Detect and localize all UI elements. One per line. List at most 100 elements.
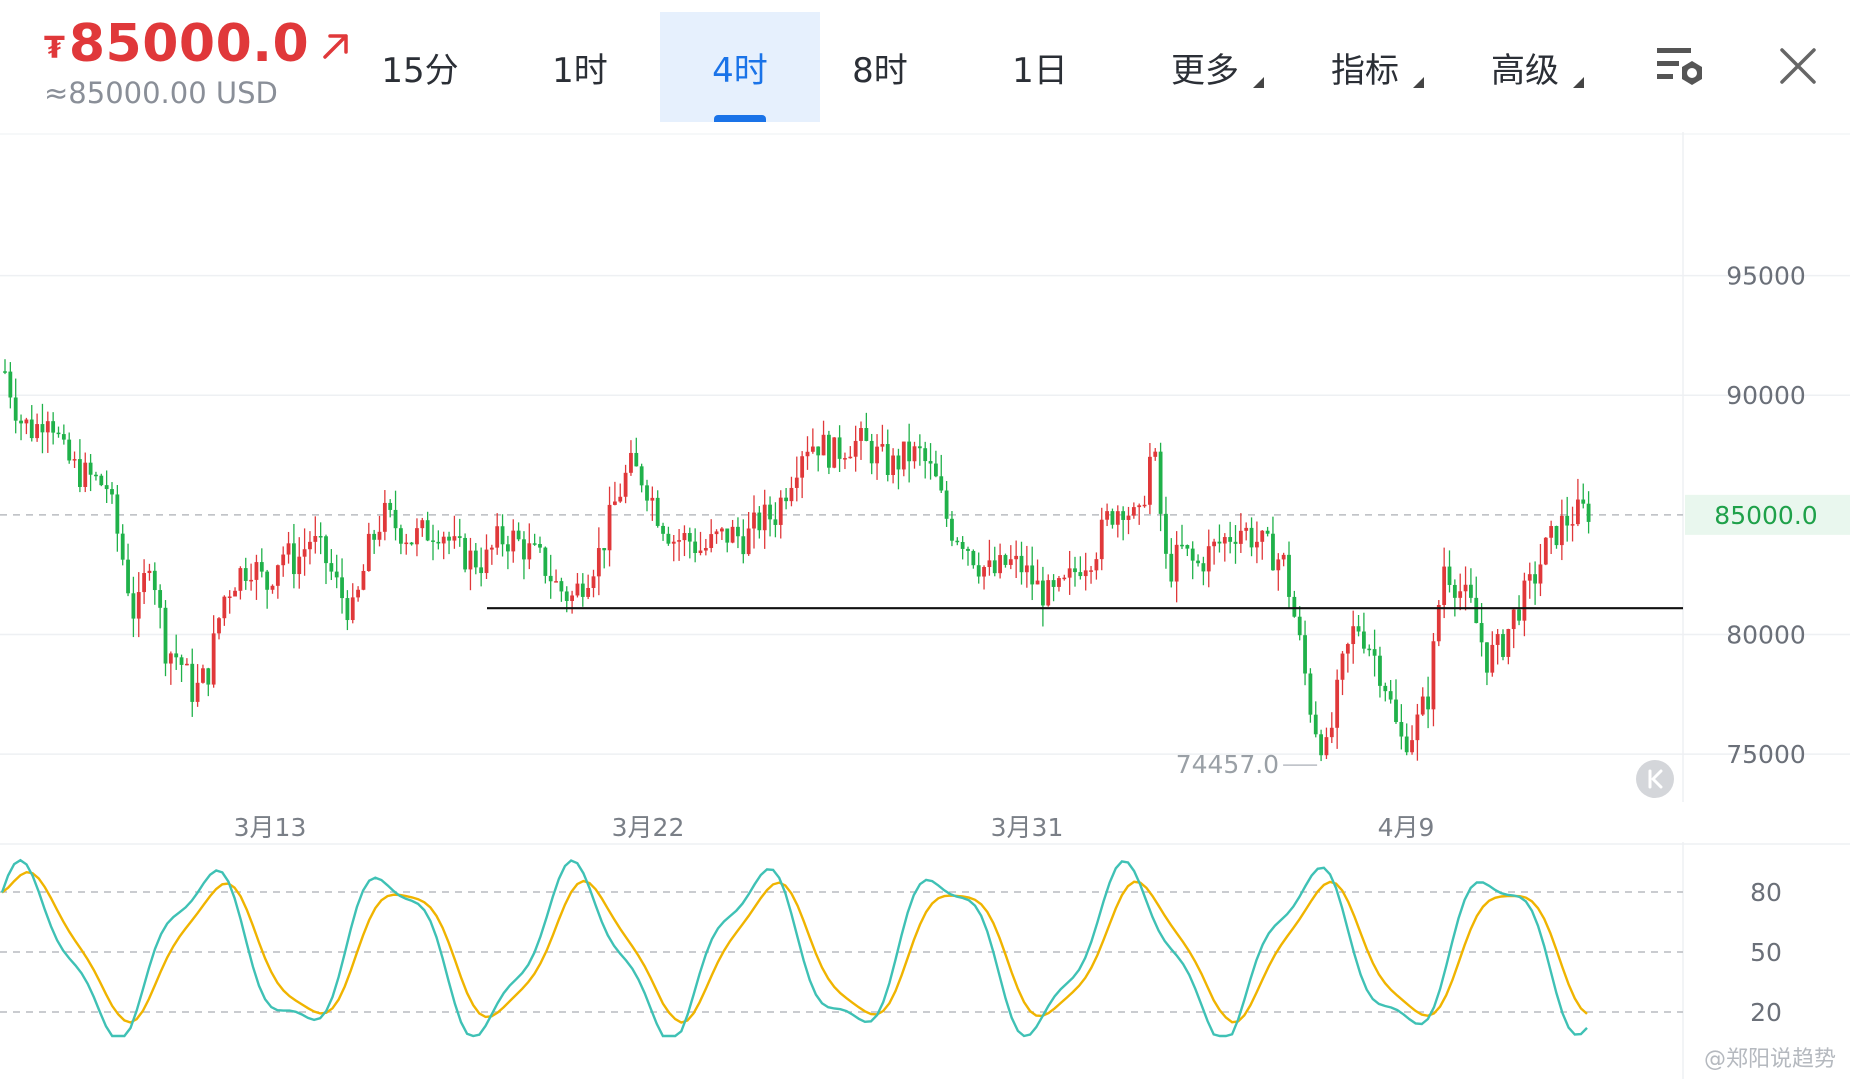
candle xyxy=(1378,646,1382,698)
candle xyxy=(1538,543,1543,597)
tab-4[interactable]: 8时 xyxy=(820,12,940,122)
candle xyxy=(896,448,901,490)
candlestick-chart[interactable]: 74457.0 95000 90000 75000 80000 85000.0 xyxy=(0,132,1850,802)
candle xyxy=(361,564,366,591)
candle xyxy=(1324,727,1329,760)
candle xyxy=(1180,524,1184,550)
candle xyxy=(629,440,633,476)
candle xyxy=(99,473,104,487)
candle xyxy=(1458,573,1463,611)
candle xyxy=(971,549,976,569)
current-price-badge xyxy=(1685,494,1850,535)
candle xyxy=(473,543,478,575)
candle xyxy=(388,499,393,518)
tab-label: 15分 xyxy=(381,50,459,91)
candle xyxy=(441,531,446,560)
candle xyxy=(254,554,259,600)
candle xyxy=(613,481,617,506)
candle xyxy=(94,471,98,481)
candle xyxy=(832,437,837,469)
candle xyxy=(286,531,291,564)
chart-settings-icon[interactable] xyxy=(1655,44,1707,90)
candle xyxy=(1329,712,1334,744)
tab-3[interactable]: 4时 xyxy=(660,12,820,122)
candle xyxy=(415,518,419,557)
candle xyxy=(1115,505,1120,538)
candle xyxy=(1105,503,1109,527)
date-axis-label: 3月31 xyxy=(990,813,1064,842)
tab-2[interactable]: 1时 xyxy=(520,12,640,122)
tab-8[interactable]: 高级 xyxy=(1460,12,1590,122)
close-icon[interactable] xyxy=(1778,46,1818,86)
candle xyxy=(623,464,628,504)
candle xyxy=(1014,540,1019,579)
candle xyxy=(639,463,644,493)
candle xyxy=(901,441,906,477)
candle xyxy=(201,664,205,684)
candle xyxy=(891,448,895,484)
tab-6[interactable]: 更多 xyxy=(1140,12,1270,122)
candle xyxy=(168,651,173,685)
scroll-to-latest-icon[interactable] xyxy=(1636,760,1674,798)
candle xyxy=(1249,517,1254,557)
candle xyxy=(104,470,109,503)
candle xyxy=(324,534,328,585)
candle xyxy=(382,490,387,541)
candle xyxy=(1543,537,1548,566)
candle xyxy=(1244,522,1249,541)
candle xyxy=(1559,499,1564,561)
candle xyxy=(1041,566,1045,627)
candle xyxy=(51,412,56,445)
candle xyxy=(1078,556,1083,580)
candle xyxy=(1570,506,1575,542)
candle xyxy=(1046,574,1051,607)
candle xyxy=(1415,703,1420,761)
price-axis-tick: 80000 xyxy=(1726,621,1806,650)
candle xyxy=(468,537,473,591)
dropdown-triangle-icon xyxy=(1253,77,1264,88)
candle xyxy=(431,524,435,561)
candle xyxy=(1372,629,1377,677)
candle xyxy=(1024,545,1029,588)
candle xyxy=(265,569,270,609)
tab-5[interactable]: 1日 xyxy=(980,12,1100,122)
candle xyxy=(575,573,580,598)
candle xyxy=(318,522,323,555)
candle xyxy=(730,519,735,544)
candle xyxy=(661,522,665,541)
candle xyxy=(436,530,441,550)
candle xyxy=(944,481,949,527)
candle xyxy=(1335,669,1340,749)
candle xyxy=(875,434,879,480)
kdj-indicator-panel[interactable]: 80 50 20 @郑阳说趋势 xyxy=(0,842,1850,1079)
tab-1[interactable]: 15分 xyxy=(360,12,480,122)
candle xyxy=(222,595,227,626)
candle xyxy=(19,414,23,441)
candle xyxy=(955,537,960,546)
candlestick-canvas[interactable]: 74457.0 95000 90000 75000 80000 85000.0 xyxy=(0,132,1850,802)
tab-7[interactable]: 指标 xyxy=(1300,12,1430,122)
candle xyxy=(35,413,39,442)
candle xyxy=(393,490,398,541)
kdj-d-line xyxy=(1,870,1588,1024)
candle xyxy=(677,528,681,561)
candle xyxy=(1313,701,1318,738)
candle xyxy=(522,531,526,580)
candle xyxy=(1099,507,1104,571)
candle xyxy=(420,517,425,537)
candle xyxy=(516,522,521,542)
candle xyxy=(880,424,885,452)
candle xyxy=(650,486,655,521)
dropdown-triangle-icon xyxy=(1573,77,1584,88)
candle xyxy=(1276,553,1281,591)
candle xyxy=(741,519,746,564)
candle xyxy=(8,362,13,409)
candle xyxy=(452,515,457,549)
candle xyxy=(463,533,467,573)
candle xyxy=(1003,553,1008,568)
candle xyxy=(596,527,601,596)
candle xyxy=(580,573,585,607)
candle xyxy=(666,526,671,546)
candle xyxy=(511,519,516,563)
candle xyxy=(1399,704,1404,750)
